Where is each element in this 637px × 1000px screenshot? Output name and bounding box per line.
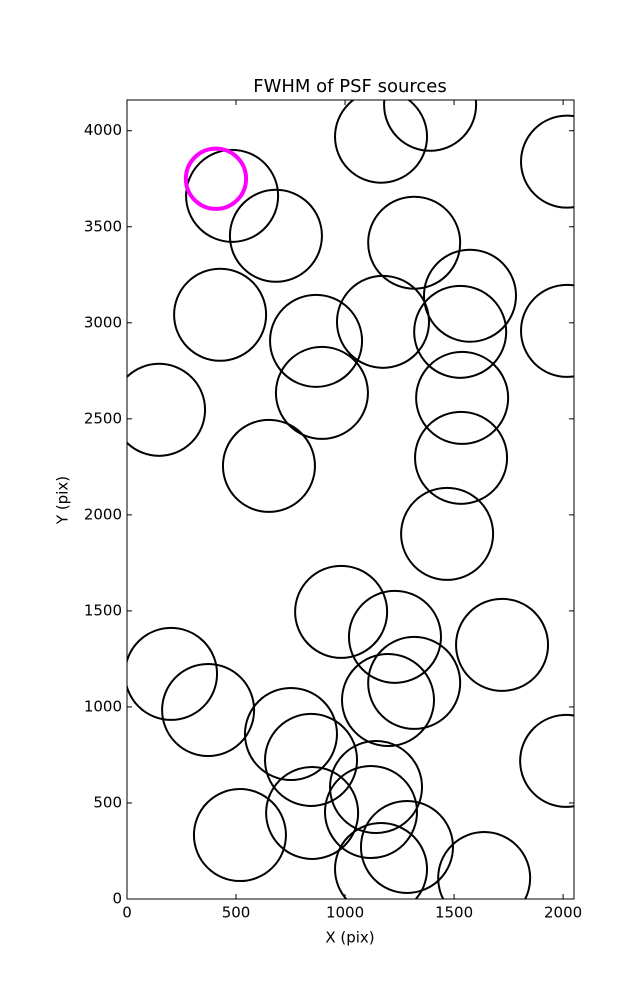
y-tick-label: 1000 [84,697,122,715]
source-circle [414,410,509,505]
x-tick-label: 2000 [544,904,582,922]
y-tick-label: 4000 [84,121,122,139]
source-circle [367,635,462,730]
source-circle [329,740,424,835]
y-tick-label: 3000 [84,313,122,331]
source-circle [413,284,508,379]
source-circle [294,564,389,659]
source-circle [422,248,517,343]
source-circle [127,626,219,721]
y-tick-label: 2000 [84,505,122,523]
source-circle [274,345,369,440]
source-circle [415,350,510,445]
x-tick-label: 1500 [435,904,473,922]
source-circle [383,100,478,152]
source-circle [437,831,532,899]
source-circle [335,274,430,369]
source-circle [192,788,287,883]
source-circle [265,765,360,860]
source-circle [183,146,249,211]
source-circle [161,662,256,758]
source-circle [520,283,574,378]
source-circle [359,799,454,894]
x-tick-label: 500 [222,904,251,922]
chart-title: FWHM of PSF sources [253,76,447,97]
source-circle [185,148,280,243]
source-circle [334,822,429,899]
source-circle [340,653,436,748]
y-axis-label: Y (pix) [54,476,72,525]
source-circle [519,713,574,808]
x-tick-label: 0 [122,904,132,922]
x-tick-label: 1000 [326,904,364,922]
y-tick-label: 3500 [84,217,122,235]
source-circle [323,764,419,860]
source-circle [173,267,268,362]
source-circle [264,712,359,807]
y-tick-label: 2500 [84,409,122,427]
x-axis-label: X (pix) [325,929,374,947]
source-circle [127,362,207,457]
source-circle [347,589,442,684]
y-tick-label: 1500 [84,601,122,619]
plot-area [127,100,574,899]
source-circle [269,293,364,388]
source-circle [228,188,323,283]
y-tick-label: 0 [112,890,122,908]
source-circle [221,418,316,513]
source-circle [400,486,495,581]
source-circle [243,687,338,782]
y-tick-label: 500 [93,793,122,811]
axes-frame [126,99,575,900]
source-circle [334,100,429,184]
source-circle [520,114,574,209]
source-circle [455,597,550,692]
